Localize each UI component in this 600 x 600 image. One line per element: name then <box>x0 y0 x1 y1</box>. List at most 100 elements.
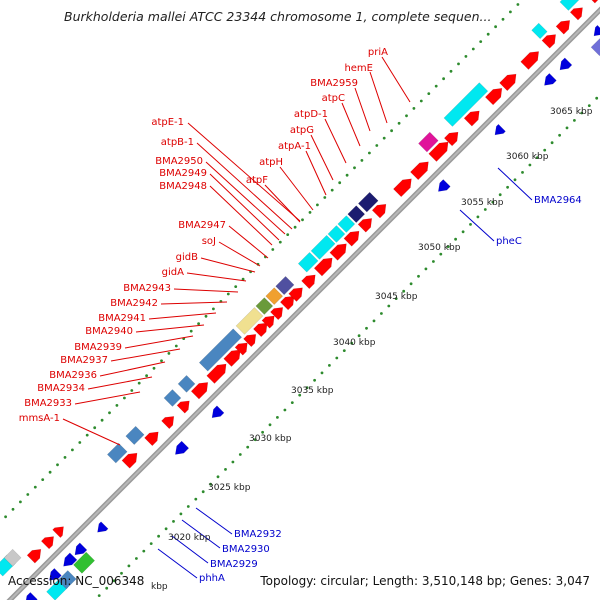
callout-line <box>218 241 261 267</box>
tick-dot <box>238 453 242 456</box>
callout-line <box>62 418 121 446</box>
gene-label[interactable]: hemE <box>344 63 373 74</box>
gene-label[interactable]: atpD-1 <box>294 109 328 120</box>
gene-label[interactable]: BMA2930 <box>222 544 270 555</box>
gene-label[interactable]: BMA2950 <box>155 156 203 167</box>
gene-shape <box>40 536 54 550</box>
accession-text: Accession: NC_006348 <box>8 574 145 588</box>
gene-label[interactable]: gidA <box>162 267 184 278</box>
tick-dot <box>330 188 334 192</box>
tick-dot <box>174 344 178 348</box>
gene-feature <box>428 141 449 162</box>
tick-dot <box>71 448 74 452</box>
tick-dot <box>231 460 235 464</box>
callout-line <box>148 312 217 320</box>
gene-label[interactable]: BMA2940 <box>85 326 133 337</box>
tick-dot <box>380 312 383 315</box>
gene-shape <box>520 51 540 70</box>
gene-label[interactable]: BMA2942 <box>110 298 158 309</box>
gene-label[interactable]: BMA2929 <box>210 559 258 570</box>
tick-dot <box>157 534 161 538</box>
gene-label[interactable]: pheC <box>496 236 522 247</box>
gene-label[interactable]: atpE-1 <box>151 117 184 128</box>
callout-line <box>354 87 371 132</box>
tick-dot <box>305 386 309 390</box>
gene-feature <box>520 51 540 70</box>
gene-feature <box>357 218 373 233</box>
gene-label[interactable]: BMA2941 <box>98 313 146 324</box>
scale-label: 3040 kbp <box>333 338 376 348</box>
tick-dot <box>521 171 524 174</box>
tick-dot <box>160 359 163 363</box>
gene-label[interactable]: BMA2937 <box>60 355 108 366</box>
tick-dot <box>501 17 505 21</box>
gene-label[interactable]: BMA2936 <box>49 370 97 381</box>
gene-label[interactable]: BMA2948 <box>159 181 207 192</box>
tick-dot <box>587 104 591 107</box>
tick-dot <box>212 307 215 311</box>
gene-label[interactable]: BMA2949 <box>159 168 207 179</box>
gene-label[interactable]: BMA2939 <box>74 342 122 353</box>
gene-label[interactable]: atpB-1 <box>161 137 194 148</box>
scale-label: 3065 kbp <box>550 107 593 117</box>
gene-shape <box>234 342 248 356</box>
gene-label[interactable]: BMA2947 <box>178 220 226 231</box>
gene-label[interactable]: atpH <box>259 157 283 168</box>
gene-shape <box>3 548 22 567</box>
gene-feature <box>310 234 336 260</box>
gene-feature <box>121 452 138 469</box>
gene-shape <box>410 161 429 181</box>
gene-label[interactable]: soJ <box>202 236 216 247</box>
gene-shape <box>57 570 77 590</box>
tick-dot <box>167 352 171 355</box>
gene-label[interactable]: BMA2932 <box>234 529 282 540</box>
gene-label[interactable]: atpG <box>290 125 314 136</box>
tick-dot <box>476 215 480 219</box>
gene-label[interactable]: BMA2933 <box>24 398 72 409</box>
gene-label[interactable]: gidB <box>176 252 198 263</box>
gene-label[interactable]: atpA-1 <box>278 141 311 152</box>
tick-dot <box>360 159 364 162</box>
gene-label[interactable]: BMA2959 <box>310 78 358 89</box>
callout-line <box>74 391 141 405</box>
gene-shape <box>73 551 96 574</box>
gene-label[interactable]: priA <box>368 47 388 58</box>
gene-shape <box>261 315 275 329</box>
callout-line <box>99 361 166 377</box>
tick-dot <box>353 166 356 170</box>
tick-dot <box>323 196 327 199</box>
tick-dot <box>308 211 312 214</box>
gene-shape <box>270 307 284 321</box>
forward-gene-labels: priA hemE BMA2959 atpC atpD-1 atpG atpA-… <box>19 47 388 424</box>
tick-dot <box>409 282 413 286</box>
gene-feature <box>499 73 517 92</box>
gene-shape <box>243 334 257 348</box>
gene-label[interactable]: atpC <box>322 93 345 104</box>
gene-shape <box>301 274 316 290</box>
tick-dot <box>179 512 183 516</box>
gene-label[interactable]: BMA2964 <box>534 195 582 206</box>
tick-dot <box>535 156 539 160</box>
gene-shape <box>357 218 373 233</box>
scale-label: 3020 kbp <box>168 533 211 543</box>
gene-shape <box>544 73 557 86</box>
tick-dot <box>33 485 37 489</box>
tick-dot <box>394 297 398 300</box>
gene-label[interactable]: atpF <box>246 175 268 186</box>
gene-feature <box>343 230 360 247</box>
gene-feature <box>211 405 225 419</box>
tick-dot <box>565 126 569 130</box>
gene-label[interactable]: phhA <box>199 573 225 584</box>
gene-label[interactable]: BMA2943 <box>123 283 171 294</box>
tick-dot <box>345 173 349 177</box>
gene-label[interactable]: BMA2934 <box>37 383 85 394</box>
gene-feature <box>337 215 356 233</box>
tick-dot <box>402 289 406 293</box>
gene-label[interactable]: mmsA-1 <box>19 413 60 424</box>
tick-dot <box>298 393 302 397</box>
callout-line <box>459 209 495 242</box>
gene-feature <box>261 315 275 329</box>
callout-line <box>195 507 233 535</box>
